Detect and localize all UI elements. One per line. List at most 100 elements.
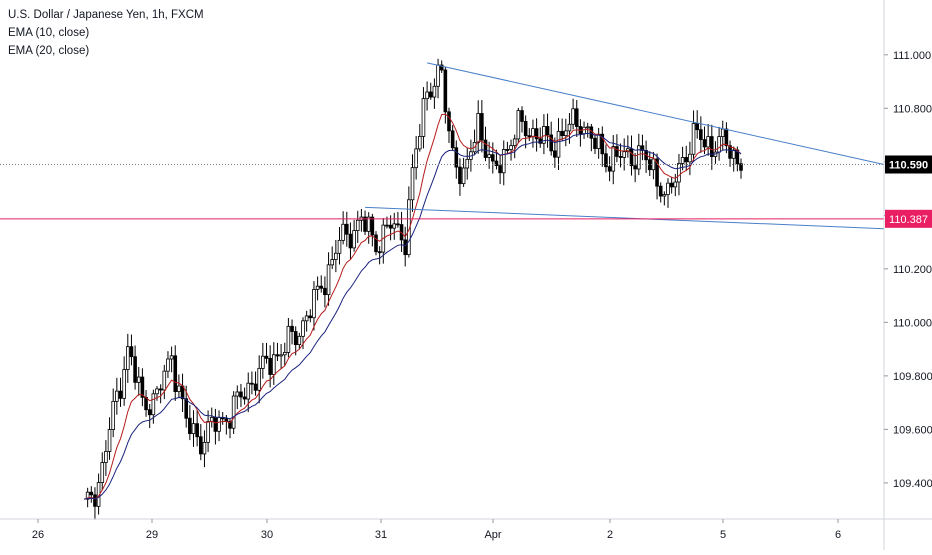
candle-body	[695, 123, 699, 131]
candle-body	[304, 315, 309, 322]
candle-body	[392, 223, 397, 229]
candle-body	[403, 239, 407, 256]
candle-body	[417, 136, 422, 150]
candle-body	[326, 264, 331, 296]
candle-body	[637, 145, 641, 170]
candle-body	[542, 126, 546, 144]
trendline	[365, 206, 885, 230]
candle-body	[615, 146, 619, 157]
candle-body	[377, 251, 382, 254]
candle-body	[487, 154, 491, 158]
candle-body	[334, 252, 338, 260]
candle-body	[239, 391, 243, 398]
candle-body	[93, 494, 97, 507]
candle-body	[250, 382, 254, 385]
candle-body	[439, 64, 444, 71]
candle-body	[308, 315, 313, 319]
candle-body	[319, 285, 324, 289]
candle-body	[706, 136, 710, 148]
candle-body	[235, 391, 240, 397]
candle-body	[315, 285, 320, 290]
candle-body	[118, 390, 123, 399]
candle-body	[523, 121, 528, 137]
candle-body	[195, 423, 199, 438]
candle-body	[271, 354, 276, 375]
candle-body	[490, 154, 495, 162]
candle-body	[454, 147, 459, 168]
candle-body	[366, 216, 371, 232]
candle-body	[282, 352, 287, 356]
candle-body	[107, 429, 112, 452]
candle-body	[531, 128, 535, 138]
candle-body	[509, 145, 513, 150]
legend-symbol[interactable]: U.S. Dollar / Japanese Yen, 1h, FXCM	[8, 9, 204, 21]
candle-body	[177, 385, 181, 392]
ema-slow-line	[83, 132, 742, 500]
candle-body	[126, 346, 130, 370]
candle-body	[396, 223, 400, 226]
candle-body	[89, 491, 94, 496]
candle-body	[673, 181, 678, 188]
legend-ema-slow[interactable]: EMA (20, close)	[8, 45, 90, 57]
candle-body	[512, 138, 517, 147]
candle-body	[169, 355, 174, 360]
candle-body	[728, 145, 732, 159]
candle-body	[228, 421, 232, 429]
y-tick-label: 109.600	[893, 424, 932, 436]
candle-body	[253, 383, 258, 391]
candle-body	[129, 346, 134, 358]
x-tick-label: 5	[720, 529, 726, 541]
candle-body	[666, 182, 670, 195]
x-tick-label: 30	[261, 529, 273, 541]
candle-body	[432, 85, 437, 98]
legend-ema-fast[interactable]: EMA (10, close)	[8, 27, 90, 39]
candle-body	[363, 216, 367, 232]
candles	[85, 58, 743, 520]
candle-body	[151, 393, 156, 416]
y-tick-label: 111.000	[893, 50, 931, 62]
candle-body	[688, 153, 692, 163]
candle-body	[330, 259, 334, 266]
candle-body	[337, 239, 342, 254]
candle-body	[158, 388, 163, 391]
trendline	[426, 62, 885, 165]
y-tick-label: 110.000	[893, 317, 932, 329]
candle-body	[724, 128, 729, 147]
candle-body	[428, 91, 433, 98]
x-tick-label: 6	[835, 529, 841, 541]
candle-body	[633, 165, 637, 170]
candle-body	[188, 417, 192, 435]
candle-body	[655, 158, 659, 187]
candle-body	[166, 358, 170, 372]
candle-body	[242, 396, 247, 400]
candle-body	[162, 370, 167, 391]
candle-body	[710, 136, 714, 157]
candle-body	[370, 216, 375, 236]
x-tick-label: 2	[607, 529, 613, 541]
candle-body	[147, 409, 152, 416]
candle-body	[217, 417, 221, 432]
candle-body	[275, 354, 280, 357]
candle-body	[388, 224, 393, 229]
candle-body	[202, 441, 207, 455]
last-price-label: 110.590	[889, 160, 928, 172]
candle-body	[133, 356, 137, 383]
candle-body	[534, 128, 539, 140]
x-tick-label: 31	[375, 529, 387, 541]
candle-body	[560, 130, 564, 137]
y-tick-label: 110.800	[893, 103, 932, 115]
candle-body	[662, 194, 667, 197]
x-tick-label: 26	[32, 529, 44, 541]
candle-body	[618, 156, 623, 158]
candle-body	[385, 224, 389, 227]
legend: U.S. Dollar / Japanese Yen, 1h, FXCM EMA…	[8, 6, 204, 60]
candle-body	[348, 233, 353, 249]
candle-body	[494, 160, 499, 167]
candle-body	[604, 153, 608, 168]
candle-body	[680, 157, 685, 164]
candle-body	[571, 108, 575, 125]
candle-body	[257, 367, 261, 391]
candle-body	[191, 423, 196, 435]
